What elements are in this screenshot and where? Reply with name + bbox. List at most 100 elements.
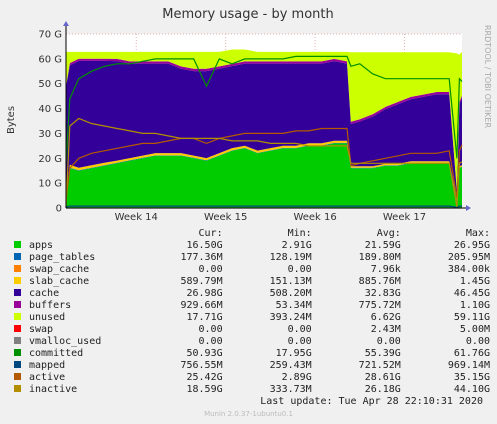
header-max: Max: [465, 228, 490, 239]
legend-row-buffers: buffers 929.66M 53.34M 775.72M 1.10G [14, 300, 490, 312]
legend-value-max: 5.00M [459, 324, 490, 335]
chart-title: Memory usage - by month [162, 7, 333, 22]
y-tick-label: 70 G [38, 30, 62, 41]
legend-series-name: vmalloc_used [29, 336, 102, 347]
legend-row-slab-cache: slab_cache 589.79M 151.13M 885.76M 1.45G [14, 276, 490, 288]
legend-value-max: 0.00 [465, 336, 490, 347]
legend-value-avg: 7.96k [370, 264, 401, 275]
legend-value-min: 151.13M [269, 276, 312, 287]
legend-value-max: 35.15G [453, 372, 490, 383]
legend-swatch [14, 241, 21, 248]
legend-value-min: 128.19M [269, 252, 312, 263]
header-min: Min: [287, 228, 312, 239]
area-unused [66, 49, 462, 191]
legend-value-cur: 50.93G [186, 348, 223, 359]
legend-swatch [14, 301, 21, 308]
legend-row-apps: apps 16.50G 2.91G 21.59G 26.95G [14, 240, 490, 252]
legend-value-max: 26.95G [453, 240, 490, 251]
legend-value-min: 0.00 [287, 324, 312, 335]
area-apps [66, 143, 462, 208]
legend-value-cur: 0.00 [198, 336, 223, 347]
legend-value-avg: 885.76M [358, 276, 401, 287]
x-tick-label: Week 15 [204, 212, 247, 223]
legend-row-committed: committed 50.93G 17.95G 55.39G 61.76G [14, 348, 490, 360]
legend-series-name: apps [29, 240, 54, 251]
line-committed [65, 55, 463, 164]
legend-row-swap-cache: swap_cache 0.00 0.00 7.96k 384.00k [14, 264, 490, 276]
legend-swatch [14, 265, 21, 272]
legend-swatch [14, 337, 21, 344]
legend-row-cache: cache 26.98G 508.20M 32.83G 46.45G [14, 288, 490, 300]
legend-series-name: cache [29, 288, 60, 299]
legend-value-cur: 0.00 [198, 324, 223, 335]
legend-value-max: 1.45G [459, 276, 490, 287]
memory-chart: Memory usage - by month Bytes RRDTOOL / … [6, 7, 492, 223]
legend-value-max: 1.10G [459, 300, 490, 311]
legend-series-name: swap_cache [29, 264, 90, 275]
legend-value-min: 2.89G [281, 372, 312, 383]
legend-value-max: 61.76G [453, 348, 490, 359]
legend-value-avg: 2.43M [370, 324, 401, 335]
legend-value-min: 53.34M [275, 300, 312, 311]
legend-value-min: 333.73M [269, 384, 312, 395]
header-avg: Avg: [376, 228, 401, 239]
legend-value-min: 2.91G [281, 240, 312, 251]
legend-value-min: 0.00 [287, 264, 312, 275]
legend-row-inactive: inactive 18.59G 333.73M 26.18G 44.10G [14, 384, 490, 396]
y-tick-label: 40 G [38, 104, 62, 115]
legend-value-min: 17.95G [275, 348, 312, 359]
area-cache [66, 60, 462, 200]
legend-value-cur: 177.36M [180, 252, 223, 263]
legend-value-max: 969.14M [447, 360, 490, 371]
y-tick-label: 0 [56, 204, 62, 215]
legend-row-mapped: mapped 756.55M 259.43M 721.52M 969.14M [14, 360, 490, 372]
x-tick-label: Week 16 [293, 212, 336, 223]
legend-header-row: Cur: Min: Avg: Max: [14, 228, 490, 240]
legend-swatch [14, 373, 21, 380]
legend-value-avg: 55.39G [364, 348, 401, 359]
legend-row-page-tables: page_tables 177.36M 128.19M 189.80M 205.95M [14, 252, 490, 264]
legend-value-min: 259.43M [269, 360, 312, 371]
legend-value-min: 393.24M [269, 312, 312, 323]
legend-series-name: swap [29, 324, 54, 335]
legend-row-active: active 25.42G 2.89G 28.61G 35.15G [14, 372, 490, 384]
last-update: Last update: Tue Apr 28 22:10:31 2020 [260, 396, 483, 407]
legend-swatch [14, 253, 21, 260]
header-cur: Cur: [198, 228, 223, 239]
legend-value-cur: 18.59G [186, 384, 223, 395]
x-tick-label: Week 17 [383, 212, 426, 223]
y-tick-label: 60 G [38, 54, 62, 65]
legend-value-cur: 17.71G [186, 312, 223, 323]
legend-value-avg: 28.61G [364, 372, 401, 383]
legend-value-max: 46.45G [453, 288, 490, 299]
legend-value-avg: 26.18G [364, 384, 401, 395]
legend-value-min: 508.20M [269, 288, 312, 299]
legend-row-swap: swap 0.00 0.00 2.43M 5.00M [14, 324, 490, 336]
legend-value-max: 59.11G [453, 312, 490, 323]
legend-value-cur: 16.50G [186, 240, 223, 251]
legend-value-avg: 189.80M [358, 252, 401, 263]
legend: Cur: Min: Avg: Max: apps 16.50G 2.91G 21.59… [14, 228, 490, 396]
footer: Munin 2.0.37-1ubuntu0.1 [204, 410, 293, 418]
legend-value-cur: 589.79M [180, 276, 223, 287]
stacked-areas [66, 49, 462, 208]
legend-value-avg: 0.00 [376, 336, 401, 347]
rrdtool-label: RRDTOOL / TOBI OETIKER [483, 25, 492, 128]
legend-table: Cur: Min: Avg: Max: apps 16.50G 2.91G 21.59… [14, 228, 490, 396]
y-axis-arrow [63, 21, 69, 26]
x-axis-arrow [466, 205, 471, 211]
legend-value-avg: 775.72M [358, 300, 401, 311]
legend-body: apps 16.50G 2.91G 21.59G 26.95G page_tables 17… [14, 240, 490, 396]
legend-value-cur: 26.98G [186, 288, 223, 299]
legend-value-min: 0.00 [287, 336, 312, 347]
legend-row-vmalloc-used: vmalloc_used 0.00 0.00 0.00 0.00 [14, 336, 490, 348]
legend-value-max: 205.95M [447, 252, 490, 263]
legend-series-name: buffers [29, 300, 72, 311]
y-tick-label: 30 G [38, 129, 62, 140]
legend-value-cur: 0.00 [198, 264, 223, 275]
legend-value-cur: 929.66M [180, 300, 223, 311]
legend-swatch [14, 349, 21, 356]
legend-swatch [14, 289, 21, 296]
line-inactive [65, 117, 463, 207]
x-tick-label: Week 14 [115, 212, 158, 223]
